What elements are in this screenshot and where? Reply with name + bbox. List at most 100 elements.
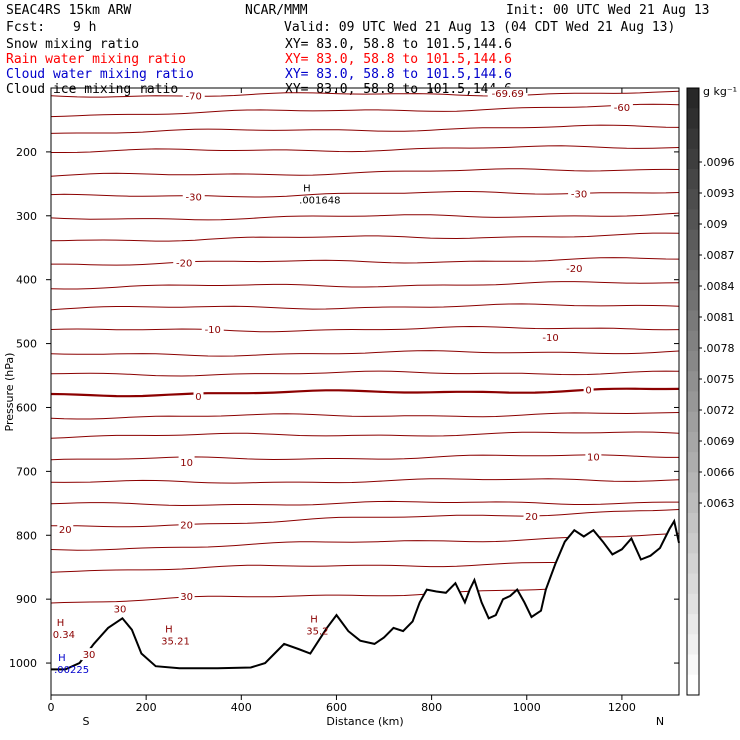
colorbar-swatch-10 <box>687 290 699 312</box>
plot-frame <box>50 87 680 696</box>
colorbar: .0096 .0093 .009 .0087 .0084 .0081 .0078 .0075.… <box>686 87 735 696</box>
colorbar-tick-label-6: .0078 <box>703 342 735 355</box>
colorbar-swatch-5 <box>687 189 699 210</box>
colorbar-swatch-9 <box>687 270 699 291</box>
contour-label-9: 0 <box>195 392 201 403</box>
isotherm-line-3 <box>51 145 680 153</box>
colorbar-swatch-23 <box>687 553 699 575</box>
isotherm-line-9 <box>50 281 680 290</box>
isotherm-line-13 <box>50 370 680 377</box>
colorbar-swatch-25 <box>687 593 699 615</box>
colorbar-swatch-11 <box>687 310 699 332</box>
contour-label-bg-16 <box>111 602 128 615</box>
y-tick-label-2: 400 <box>16 274 37 287</box>
extremum-value-0: 35.21 <box>161 636 190 647</box>
isotherm-line-0 <box>50 90 680 98</box>
isotherm-line-4 <box>50 168 680 177</box>
contour-label-bg-0 <box>182 89 205 102</box>
contour-label-bg-15 <box>523 510 540 523</box>
contour-label-15: 20 <box>525 512 538 523</box>
extremum-h-0: H <box>165 624 173 635</box>
axes: 0 200 400 600 800 1000 12002003004005006007008… <box>9 88 679 714</box>
field-rain-name: Rain water mixing ratio <box>6 52 186 67</box>
colorbar-tick-label-9: .0069 <box>703 435 735 448</box>
isotherm-line-14 <box>50 387 680 398</box>
init-time: Init: 00 UTC Wed 21 Aug 13 <box>506 3 710 18</box>
terrain-fill <box>51 521 679 695</box>
contour-label-5: -20 <box>176 258 192 269</box>
contour-label-2: -60 <box>614 103 630 114</box>
isotherm-line-17 <box>50 454 679 461</box>
isotherm-line-15 <box>50 412 680 420</box>
y-tick-label-7: 900 <box>16 593 37 606</box>
contour-label-bg-3 <box>182 190 205 203</box>
colorbar-tick-label-11: .0063 <box>703 497 735 510</box>
colorbar-swatch-28 <box>687 654 699 676</box>
isotherm-line-19 <box>50 500 679 507</box>
contour-label-bg-6 <box>563 262 586 275</box>
colorbar-units: g kg⁻¹ <box>703 85 737 98</box>
contour-label-7: -10 <box>205 325 221 336</box>
extremum-h-2: H <box>57 618 65 629</box>
colorbar-swatch-8 <box>687 249 699 271</box>
org-label: NCAR/MMM <box>245 3 308 18</box>
colorbar-tick-label-8: .0072 <box>703 404 735 417</box>
y-tick-label-5: 700 <box>16 465 37 478</box>
contour-label-13: 20 <box>59 525 72 536</box>
isotherm-line-18 <box>50 478 680 484</box>
colorbar-tick-label-0: .0096 <box>703 156 735 169</box>
extremum-h-4: H <box>58 653 66 664</box>
colorbar-frame <box>686 87 700 696</box>
colorbar-swatch-13 <box>687 351 699 372</box>
colorbar-swatch-6 <box>687 209 699 231</box>
contour-label-bg-1 <box>487 87 528 100</box>
isotherm-line-2 <box>50 124 680 134</box>
contour-label-8: -10 <box>542 333 558 344</box>
contour-label-bg-5 <box>173 256 196 269</box>
x-tick-label-2: 400 <box>231 701 252 714</box>
extremum-h-3: H <box>303 183 311 194</box>
fcst-value: 9 h <box>73 20 96 35</box>
colorbar-swatch-12 <box>687 330 699 352</box>
colorbar-tick-label-10: .0066 <box>703 466 735 479</box>
contour-label-11: 10 <box>180 458 193 469</box>
field-cloudwater-xy: XY= 83.0, 58.8 to 101.5,144.6 <box>285 67 512 82</box>
extremum-value-1: 35.2 <box>306 627 328 638</box>
colorbar-tick-label-4: .0084 <box>703 280 735 293</box>
colorbar-tick-label-5: .0081 <box>703 311 735 324</box>
field-rain-xy: XY= 83.0, 58.8 to 101.5,144.6 <box>285 52 512 67</box>
x-tick-label-3: 600 <box>326 701 347 714</box>
contour-label-0: -70 <box>186 92 202 103</box>
colorbar-swatch-17 <box>687 431 699 453</box>
contour-label-bg-4 <box>568 187 591 200</box>
colorbar-swatch-1 <box>687 108 699 129</box>
colorbar-swatch-21 <box>687 512 699 534</box>
colorbar-swatch-16 <box>687 411 699 433</box>
colorbar-swatch-22 <box>687 533 699 554</box>
contour-label-6: -20 <box>566 264 582 275</box>
colorbar-swatch-18 <box>687 452 699 473</box>
contour-label-bg-18 <box>81 648 98 661</box>
field-cloudice-xy: XY= 83.0, 58.8 to 101.5,144.6 <box>285 82 512 97</box>
x-axis-title: Distance (km) <box>326 715 403 728</box>
contour-label-17: 30 <box>180 592 193 603</box>
y-tick-label-6: 800 <box>16 529 37 542</box>
colorbar-swatch-20 <box>687 492 699 514</box>
extremum-h-1: H <box>310 615 318 626</box>
y-tick-label-4: 600 <box>16 401 37 414</box>
extremum-value-2: 0.34 <box>53 630 75 641</box>
isotherm-line-10 <box>50 303 680 311</box>
contour-label-18: 30 <box>83 650 96 661</box>
field-cloudwater-name: Cloud water mixing ratio <box>6 67 194 82</box>
contour-label-bg-14 <box>178 518 195 531</box>
contour-label-10: 0 <box>585 386 591 397</box>
x-tick-label-0: 0 <box>48 701 55 714</box>
contour-label-bg-7 <box>201 322 224 335</box>
field-snow-name: Snow mixing ratio <box>6 37 139 52</box>
colorbar-swatch-19 <box>687 472 699 494</box>
x-tick-label-5: 1000 <box>513 701 541 714</box>
isotherm-line-6 <box>50 212 680 221</box>
contour-label-16: 30 <box>114 605 127 616</box>
isotherm-line-1 <box>50 103 680 118</box>
